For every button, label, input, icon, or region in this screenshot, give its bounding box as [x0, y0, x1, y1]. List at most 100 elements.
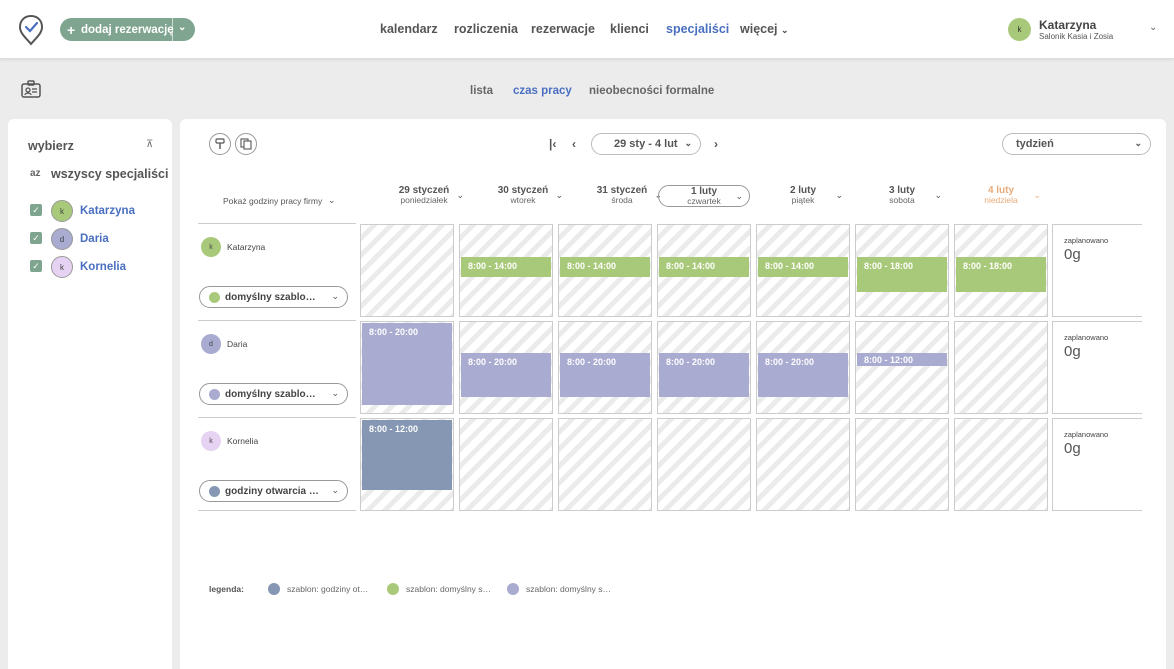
chevron-down-icon[interactable]: ⌄: [178, 22, 187, 33]
first-page-icon[interactable]: |‹: [549, 137, 557, 151]
chevron-down-icon: ⌄: [1134, 138, 1142, 148]
day-weekday: sobota: [889, 195, 915, 205]
next-page-icon[interactable]: ›: [714, 137, 718, 151]
day-date: 31 styczeń: [596, 185, 648, 196]
day-header-thu[interactable]: 1 luty czwartek ⌄: [658, 185, 750, 207]
view-select[interactable]: tydzień ⌄: [1002, 133, 1151, 155]
schedule-cell[interactable]: 8:00 - 20:00: [558, 321, 652, 414]
schedule-cell[interactable]: [459, 418, 553, 511]
date-range-select[interactable]: 29 sty - 4 lut ⌄: [591, 133, 701, 155]
tab-lista[interactable]: lista: [470, 85, 494, 97]
work-block[interactable]: 8:00 - 20:00: [659, 353, 749, 397]
work-block[interactable]: 8:00 - 18:00: [956, 257, 1046, 292]
template-select[interactable]: godziny otwarcia firmy ⌄: [199, 480, 348, 502]
nav-kalendarz[interactable]: kalendarz: [380, 22, 438, 36]
user-avatar[interactable]: k: [1008, 18, 1031, 41]
work-block[interactable]: 8:00 - 14:00: [560, 257, 650, 277]
schedule-cell[interactable]: 8:00 - 14:00: [657, 224, 751, 317]
schedule-cell[interactable]: 8:00 - 20:00: [657, 321, 751, 414]
add-reservation-button[interactable]: + dodaj rezerwację ⌄: [60, 18, 195, 41]
legend-item: szablon: domyślny szablon specjalisty: [406, 584, 492, 594]
schedule-cell[interactable]: 8:00 - 12:00: [855, 321, 949, 414]
specialist-name: Kornelia: [227, 436, 259, 446]
work-block[interactable]: 8:00 - 20:00: [362, 323, 452, 405]
divider: [198, 223, 356, 224]
chevron-down-icon: ⌄: [331, 485, 339, 495]
work-block[interactable]: 8:00 - 12:00: [362, 420, 452, 490]
template-select[interactable]: domyślny szablon specjalisty ⌄: [199, 383, 348, 405]
sidebar-item-kornelia[interactable]: ✓ k Kornelia: [30, 256, 170, 278]
chevron-down-icon: ⌄: [1033, 190, 1041, 200]
schedule-cell[interactable]: [558, 418, 652, 511]
nav-rozliczenia[interactable]: rozliczenia: [454, 22, 518, 36]
schedule-cell[interactable]: [360, 224, 454, 317]
checkbox[interactable]: ✓: [30, 204, 42, 216]
nav-rezerwacje[interactable]: rezerwacje: [531, 22, 595, 36]
chevron-down-icon: ⌄: [735, 191, 743, 201]
copy-icon[interactable]: [235, 133, 257, 155]
chevron-down-icon: ⌄: [331, 388, 339, 398]
work-block[interactable]: 8:00 - 20:00: [758, 353, 848, 397]
planned-value: 0g: [1064, 246, 1081, 263]
work-block[interactable]: 8:00 - 14:00: [659, 257, 749, 277]
checkbox[interactable]: ✓: [30, 232, 42, 244]
day-header-mon[interactable]: 29 styczeń poniedziałek ⌄: [378, 185, 470, 207]
chevron-down-icon[interactable]: ⌄: [1149, 22, 1158, 33]
logo-icon[interactable]: [18, 14, 44, 46]
work-block[interactable]: 8:00 - 20:00: [560, 353, 650, 397]
chevron-down-icon: ⌄: [456, 190, 464, 200]
schedule-cell[interactable]: 8:00 - 14:00: [756, 224, 850, 317]
sidebar-item-daria[interactable]: ✓ d Daria: [30, 228, 170, 250]
template-select[interactable]: domyślny szablon specjalisty ⌄: [199, 286, 348, 308]
schedule-cell[interactable]: 8:00 - 12:00: [360, 418, 454, 511]
work-block[interactable]: 8:00 - 14:00: [758, 257, 848, 277]
sort-az-icon[interactable]: az: [30, 168, 41, 179]
legend-item: szablon: domyślny szablon specjalisty: [526, 584, 612, 594]
planned-label: zaplanowano: [1064, 430, 1109, 439]
day-header-fri[interactable]: 2 luty piątek ⌄: [757, 185, 849, 207]
planned-value: 0g: [1064, 343, 1081, 360]
planned-label: zaplanowano: [1064, 333, 1109, 342]
work-block[interactable]: 8:00 - 14:00: [461, 257, 551, 277]
schedule-cell[interactable]: 8:00 - 18:00: [855, 224, 949, 317]
legend-item: szablon: godziny otwarcia firmy: [287, 584, 373, 594]
day-header-sat[interactable]: 3 luty sobota ⌄: [856, 185, 948, 207]
prev-page-icon[interactable]: ‹: [572, 137, 576, 151]
sidebar-item-katarzyna[interactable]: ✓ k Katarzyna: [30, 200, 170, 222]
schedule-cell[interactable]: 8:00 - 20:00: [756, 321, 850, 414]
work-block[interactable]: 8:00 - 18:00: [857, 257, 947, 292]
schedule-cell[interactable]: 8:00 - 14:00: [558, 224, 652, 317]
work-block[interactable]: 8:00 - 20:00: [461, 353, 551, 397]
tab-nieobecnosci[interactable]: nieobecności formalne: [589, 85, 715, 97]
schedule-cell[interactable]: [954, 321, 1048, 414]
template-color-dot: [209, 389, 220, 400]
schedule-cell[interactable]: [657, 418, 751, 511]
nav-specjalisci[interactable]: specjaliści: [666, 22, 730, 36]
schedule-cell[interactable]: 8:00 - 20:00: [360, 321, 454, 414]
schedule-cell[interactable]: [855, 418, 949, 511]
day-header-sun[interactable]: 4 luty niedziela ⌄: [955, 185, 1047, 207]
schedule-cell[interactable]: [756, 418, 850, 511]
show-company-hours-toggle[interactable]: Pokaż godziny pracy firmy: [223, 196, 323, 206]
day-header-tue[interactable]: 30 styczeń wtorek ⌄: [477, 185, 569, 207]
add-reservation-label: dodaj rezerwację: [81, 23, 174, 36]
user-name[interactable]: Katarzyna: [1039, 18, 1097, 32]
collapse-icon[interactable]: ⊼: [146, 139, 154, 150]
day-weekday: środa: [611, 195, 633, 205]
chevron-down-icon: ⌄: [331, 291, 339, 301]
schedule-cell[interactable]: 8:00 - 14:00: [459, 224, 553, 317]
all-specialists-button[interactable]: wszyscy specjaliści: [51, 167, 169, 181]
day-header-wed[interactable]: 31 styczeń środa ⌄: [576, 185, 668, 207]
schedule-cell[interactable]: 8:00 - 20:00: [459, 321, 553, 414]
chevron-down-icon[interactable]: ⌄: [328, 195, 336, 205]
work-block[interactable]: 8:00 - 12:00: [857, 353, 947, 366]
paint-format-icon[interactable]: [209, 133, 231, 155]
schedule-cell[interactable]: [954, 418, 1048, 511]
tab-czas-pracy[interactable]: czas pracy: [513, 85, 572, 97]
nav-wiecej[interactable]: więcej ⌄: [740, 22, 789, 36]
chevron-down-icon: ⌄: [835, 190, 843, 200]
nav-klienci[interactable]: klienci: [610, 22, 649, 36]
checkbox[interactable]: ✓: [30, 260, 42, 272]
id-card-icon[interactable]: [21, 80, 41, 98]
schedule-cell[interactable]: 8:00 - 18:00: [954, 224, 1048, 317]
